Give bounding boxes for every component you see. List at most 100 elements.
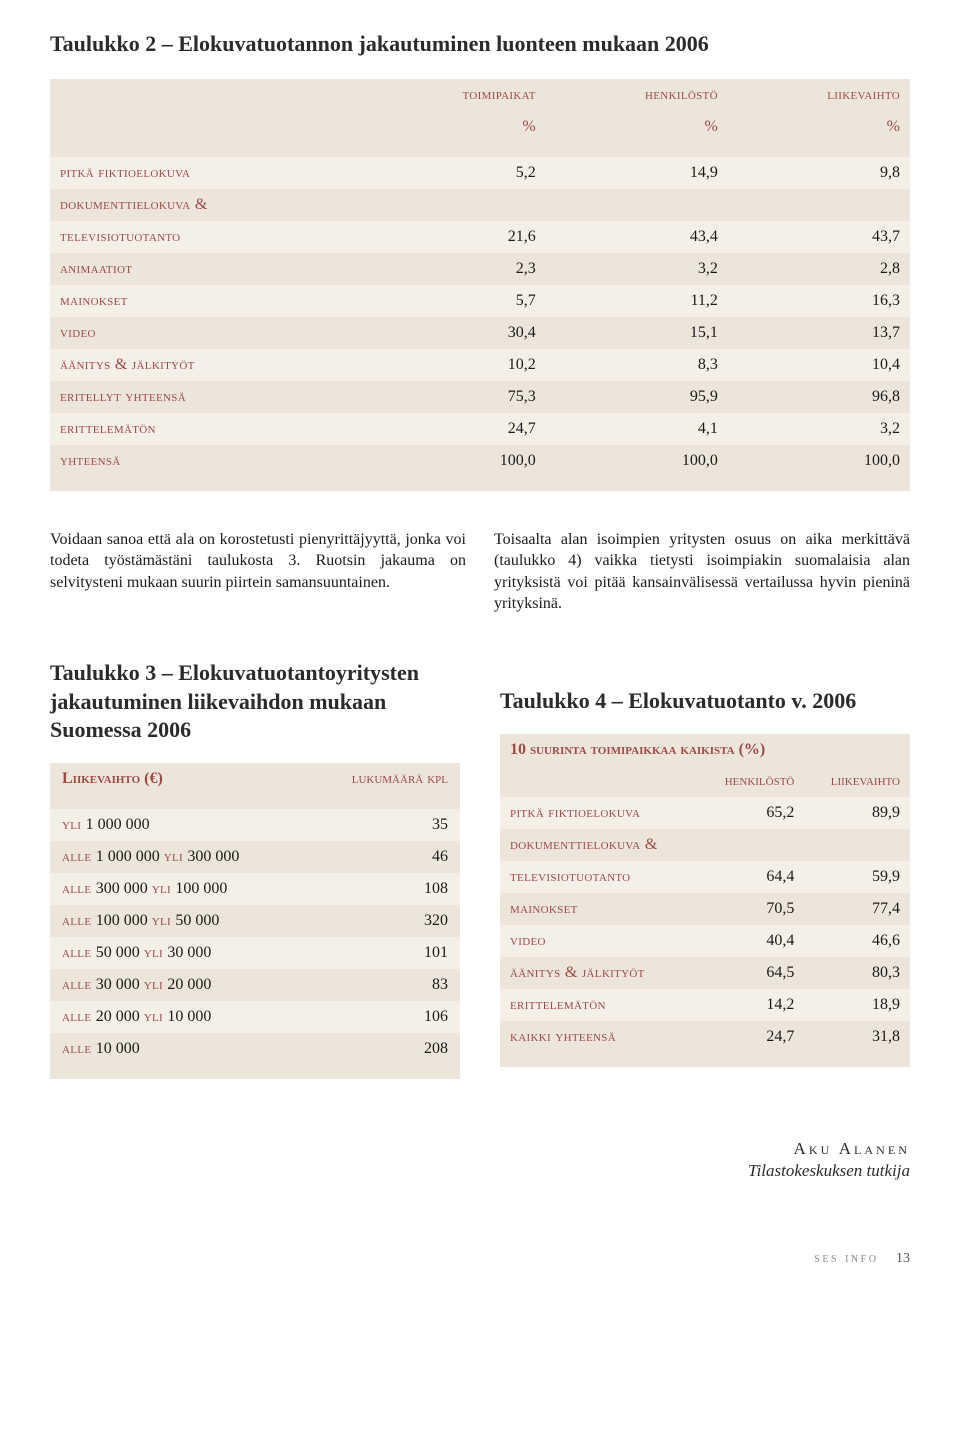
col-henkilosto: henkilöstö [546, 79, 728, 111]
cell: 100,0 [546, 445, 728, 477]
cell: 59,9 [804, 861, 910, 893]
col-liikevaihto: liikevaihto [728, 79, 910, 111]
col-liikevaihto: liikevaihto [804, 766, 910, 797]
row-label: pitkä fiktioelokuva [500, 797, 698, 829]
cell: 24,7 [698, 1021, 804, 1053]
table-row: televisiotuotanto21,643,443,7 [50, 221, 910, 253]
table-row: pitkä fiktioelokuva5,214,99,8 [50, 157, 910, 189]
table-row: alle 300 000 yli 100 000108 [50, 873, 460, 905]
cell: 100,0 [728, 445, 910, 477]
table4: 10 suurinta toimipaikkaa kaikista (%) he… [500, 734, 910, 1067]
cell: 5,2 [364, 157, 546, 189]
cell: 65,2 [698, 797, 804, 829]
cell: 14,9 [546, 157, 728, 189]
row-label: alle 10 000 [50, 1033, 307, 1065]
table-row: erittelemätön14,218,9 [500, 989, 910, 1021]
row-label: alle 20 000 yli 10 000 [50, 1001, 307, 1033]
cell: 15,1 [546, 317, 728, 349]
cell: 8,3 [546, 349, 728, 381]
cell: 70,5 [698, 893, 804, 925]
cell: 95,9 [546, 381, 728, 413]
pct: % [364, 111, 546, 143]
col-lukumaara: lukumäärä kpl [307, 763, 460, 795]
cell: 43,7 [728, 221, 910, 253]
author-role: Tilastokeskuksen tutkija [50, 1161, 910, 1181]
cell: 83 [307, 969, 460, 1001]
row-label: alle 300 000 yli 100 000 [50, 873, 307, 905]
row-label: erittelemätön [50, 413, 364, 445]
table-row: alle 100 000 yli 50 000320 [50, 905, 460, 937]
cell: 320 [307, 905, 460, 937]
row-label: kaikki yhteensä [500, 1021, 698, 1053]
cell: 43,4 [546, 221, 728, 253]
row-label: mainokset [500, 893, 698, 925]
table-row: äänitys & jälkityöt64,580,3 [500, 957, 910, 989]
author-name: Aku Alanen [50, 1139, 910, 1159]
cell: 11,2 [546, 285, 728, 317]
cell: 31,8 [804, 1021, 910, 1053]
table-row: alle 10 000208 [50, 1033, 460, 1065]
table-row: pitkä fiktioelokuva65,289,9 [500, 797, 910, 829]
row-label: televisiotuotanto [50, 221, 364, 253]
row-label: eritellyt yhteensä [50, 381, 364, 413]
cell: 75,3 [364, 381, 546, 413]
page-number: 13 [896, 1251, 910, 1266]
table-row: alle 1 000 000 yli 300 00046 [50, 841, 460, 873]
table-row: äänitys & jälkityöt10,28,310,4 [50, 349, 910, 381]
cell: 64,4 [698, 861, 804, 893]
cell: 16,3 [728, 285, 910, 317]
cell: 100,0 [364, 445, 546, 477]
row-label: alle 100 000 yli 50 000 [50, 905, 307, 937]
row-label: yhteensä [50, 445, 364, 477]
cell: 35 [307, 809, 460, 841]
table2-title: Taulukko 2 – Elokuvatuotannon jakautumin… [50, 30, 910, 59]
col-toimipaikat: toimipaikat [364, 79, 546, 111]
cell: 40,4 [698, 925, 804, 957]
para-left: Voidaan sanoa että ala on korostetusti p… [50, 529, 466, 615]
cell: 30,4 [364, 317, 546, 349]
cell: 96,8 [728, 381, 910, 413]
row-label: äänitys & jälkityöt [500, 957, 698, 989]
cell: 64,5 [698, 957, 804, 989]
table3-title: Taulukko 3 – Elokuvatuotantoyritysten ja… [50, 659, 460, 745]
table-row: animaatiot2,33,22,8 [50, 253, 910, 285]
cell: 3,2 [546, 253, 728, 285]
cell: 10,4 [728, 349, 910, 381]
cell: 24,7 [364, 413, 546, 445]
cell: 14,2 [698, 989, 804, 1021]
table-row: mainokset5,711,216,3 [50, 285, 910, 317]
cell: 5,7 [364, 285, 546, 317]
row-label: erittelemätön [500, 989, 698, 1021]
cell: 46 [307, 841, 460, 873]
row-label: televisiotuotanto [500, 861, 698, 893]
cell: 9,8 [728, 157, 910, 189]
cell: 4,1 [546, 413, 728, 445]
col-liikevaihto: Liikevaihto (€) [50, 763, 307, 795]
table-row: alle 50 000 yli 30 000101 [50, 937, 460, 969]
cell: 46,6 [804, 925, 910, 957]
table-row: yli 1 000 00035 [50, 809, 460, 841]
table-row: dokumenttielokuva & [500, 829, 910, 861]
table4-title: Taulukko 4 – Elokuvatuotanto v. 2006 [500, 687, 910, 716]
row-label: animaatiot [50, 253, 364, 285]
cell: 2,8 [728, 253, 910, 285]
table-row: mainokset70,577,4 [500, 893, 910, 925]
table-row: alle 30 000 yli 20 00083 [50, 969, 460, 1001]
cell: 10,2 [364, 349, 546, 381]
row-label: yli 1 000 000 [50, 809, 307, 841]
table4-header: 10 suurinta toimipaikkaa kaikista (%) [500, 734, 910, 766]
cell: 108 [307, 873, 460, 905]
body-paragraphs: Voidaan sanoa että ala on korostetusti p… [50, 529, 910, 615]
row-label: dokumenttielokuva & [50, 189, 364, 221]
cell: 77,4 [804, 893, 910, 925]
para-right: Toisaalta alan isoimpien yritysten osuus… [494, 529, 910, 615]
row-label: äänitys & jälkityöt [50, 349, 364, 381]
table2: toimipaikat henkilöstö liikevaihto % % %… [50, 79, 910, 491]
table-row: eritellyt yhteensä75,395,996,8 [50, 381, 910, 413]
table-row: video30,415,113,7 [50, 317, 910, 349]
row-label: video [50, 317, 364, 349]
footer-ses: ses info [814, 1251, 878, 1266]
footer: Aku Alanen Tilastokeskuksen tutkija [50, 1139, 910, 1181]
col-henkilosto: henkilöstö [698, 766, 804, 797]
cell: 2,3 [364, 253, 546, 285]
